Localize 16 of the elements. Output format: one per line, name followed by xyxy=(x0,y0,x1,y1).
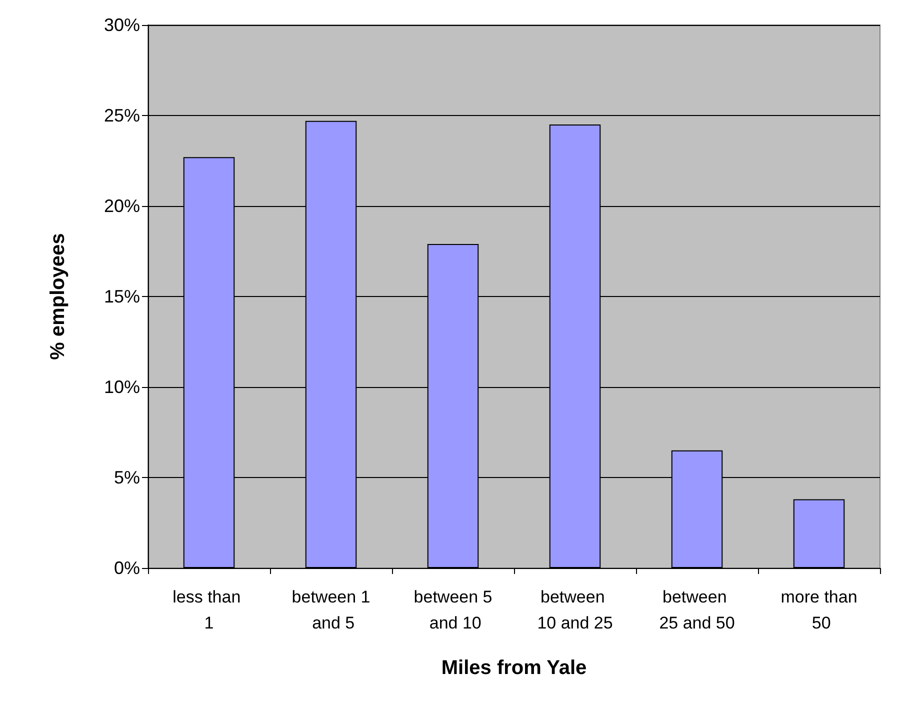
x-tick-label: more than 50 xyxy=(780,588,858,632)
y-axis-title: % employees xyxy=(47,233,69,360)
y-tick-label: 0% xyxy=(114,558,140,578)
y-tick-label: 10% xyxy=(104,377,140,397)
x-tick-label: less than 1 xyxy=(172,588,246,632)
x-tick-label: between 10 and 25 xyxy=(537,588,613,632)
x-tick-label: between 1 and 5 xyxy=(292,588,370,632)
y-tick-label: 5% xyxy=(114,468,140,488)
x-axis-title: Miles from Yale xyxy=(441,657,587,679)
y-tick-label: 25% xyxy=(104,106,140,126)
x-tick-label: between 25 and 50 xyxy=(659,588,735,632)
y-tick-label: 15% xyxy=(104,286,140,306)
y-tick-label: 30% xyxy=(104,15,140,35)
x-tick-label: between 5 and 10 xyxy=(414,588,492,632)
bar xyxy=(793,499,845,568)
y-tick-label: 20% xyxy=(104,196,140,216)
